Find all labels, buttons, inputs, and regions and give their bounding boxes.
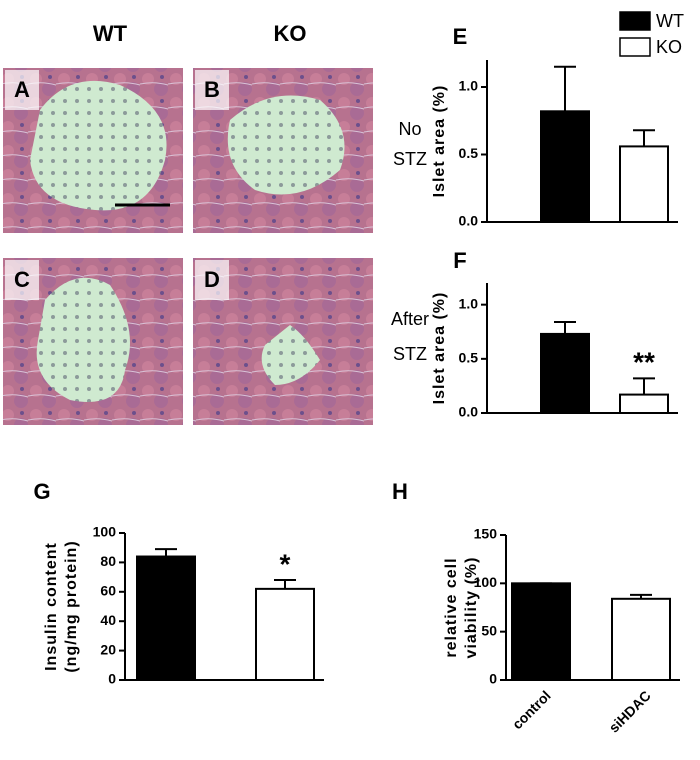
islet xyxy=(30,80,167,211)
bar xyxy=(255,587,315,681)
row-label: STZ xyxy=(393,149,427,169)
y-tick-label: 80 xyxy=(100,553,116,569)
panel-label: A xyxy=(14,77,30,102)
y-tick-label: 0.5 xyxy=(459,350,479,366)
row-label: No xyxy=(398,119,421,139)
significance: * xyxy=(280,548,291,579)
row-label: STZ xyxy=(393,344,427,364)
panel-label-box xyxy=(195,70,229,110)
x-tick-label: siHDAC xyxy=(606,687,654,735)
islet xyxy=(227,95,345,195)
y-tick-label: 150 xyxy=(474,526,498,542)
y-axis-label: relative cell xyxy=(443,557,460,657)
bar xyxy=(619,393,669,415)
panel-label-box xyxy=(5,260,39,300)
bar xyxy=(619,145,669,223)
y-axis-label: (ng/mg protein) xyxy=(63,540,80,672)
y-tick-label: 1.0 xyxy=(459,78,479,94)
panel-label: D xyxy=(204,267,220,292)
y-tick-label: 100 xyxy=(474,574,498,590)
panel-label-box xyxy=(195,260,229,300)
bar xyxy=(136,555,196,682)
panel-label-box xyxy=(5,70,39,110)
panel-label: H xyxy=(392,479,408,504)
row-label: After xyxy=(391,309,429,329)
y-tick-label: 40 xyxy=(100,612,116,628)
y-axis-label: Islet area (%) xyxy=(431,292,448,405)
y-tick-label: 100 xyxy=(93,524,117,540)
bar xyxy=(540,110,590,223)
bar xyxy=(540,332,590,414)
micrographs xyxy=(3,68,373,425)
y-tick-label: 0 xyxy=(489,671,497,687)
panel-label: F xyxy=(453,248,466,273)
legend-swatch xyxy=(619,11,651,31)
significance: ** xyxy=(633,347,655,378)
column-label: KO xyxy=(274,21,307,46)
column-label: WT xyxy=(93,21,128,46)
y-tick-label: 0 xyxy=(108,671,116,687)
y-tick-label: 60 xyxy=(100,583,116,599)
panel-label: E xyxy=(453,24,468,49)
y-tick-label: 20 xyxy=(100,641,116,657)
y-axis-label: Insulin content xyxy=(43,542,60,671)
islet xyxy=(261,325,320,385)
y-axis-label: viability (%) xyxy=(463,557,480,659)
y-tick-label: 0.0 xyxy=(459,213,479,229)
panel-label: B xyxy=(204,77,220,102)
y-tick-label: 1.0 xyxy=(459,295,479,311)
legend-swatch xyxy=(619,37,651,57)
panel-label: G xyxy=(33,479,50,504)
bar xyxy=(511,582,571,681)
x-tick-label: control xyxy=(509,687,554,732)
y-axis-label: Islet area (%) xyxy=(431,85,448,198)
bar xyxy=(611,597,671,681)
legend-label: WT xyxy=(656,11,684,31)
legend-label: KO xyxy=(656,37,682,57)
panel-label: C xyxy=(14,267,30,292)
y-tick-label: 50 xyxy=(481,622,497,638)
y-tick-label: 0.0 xyxy=(459,404,479,420)
y-tick-label: 0.5 xyxy=(459,145,479,161)
islet xyxy=(36,277,130,402)
